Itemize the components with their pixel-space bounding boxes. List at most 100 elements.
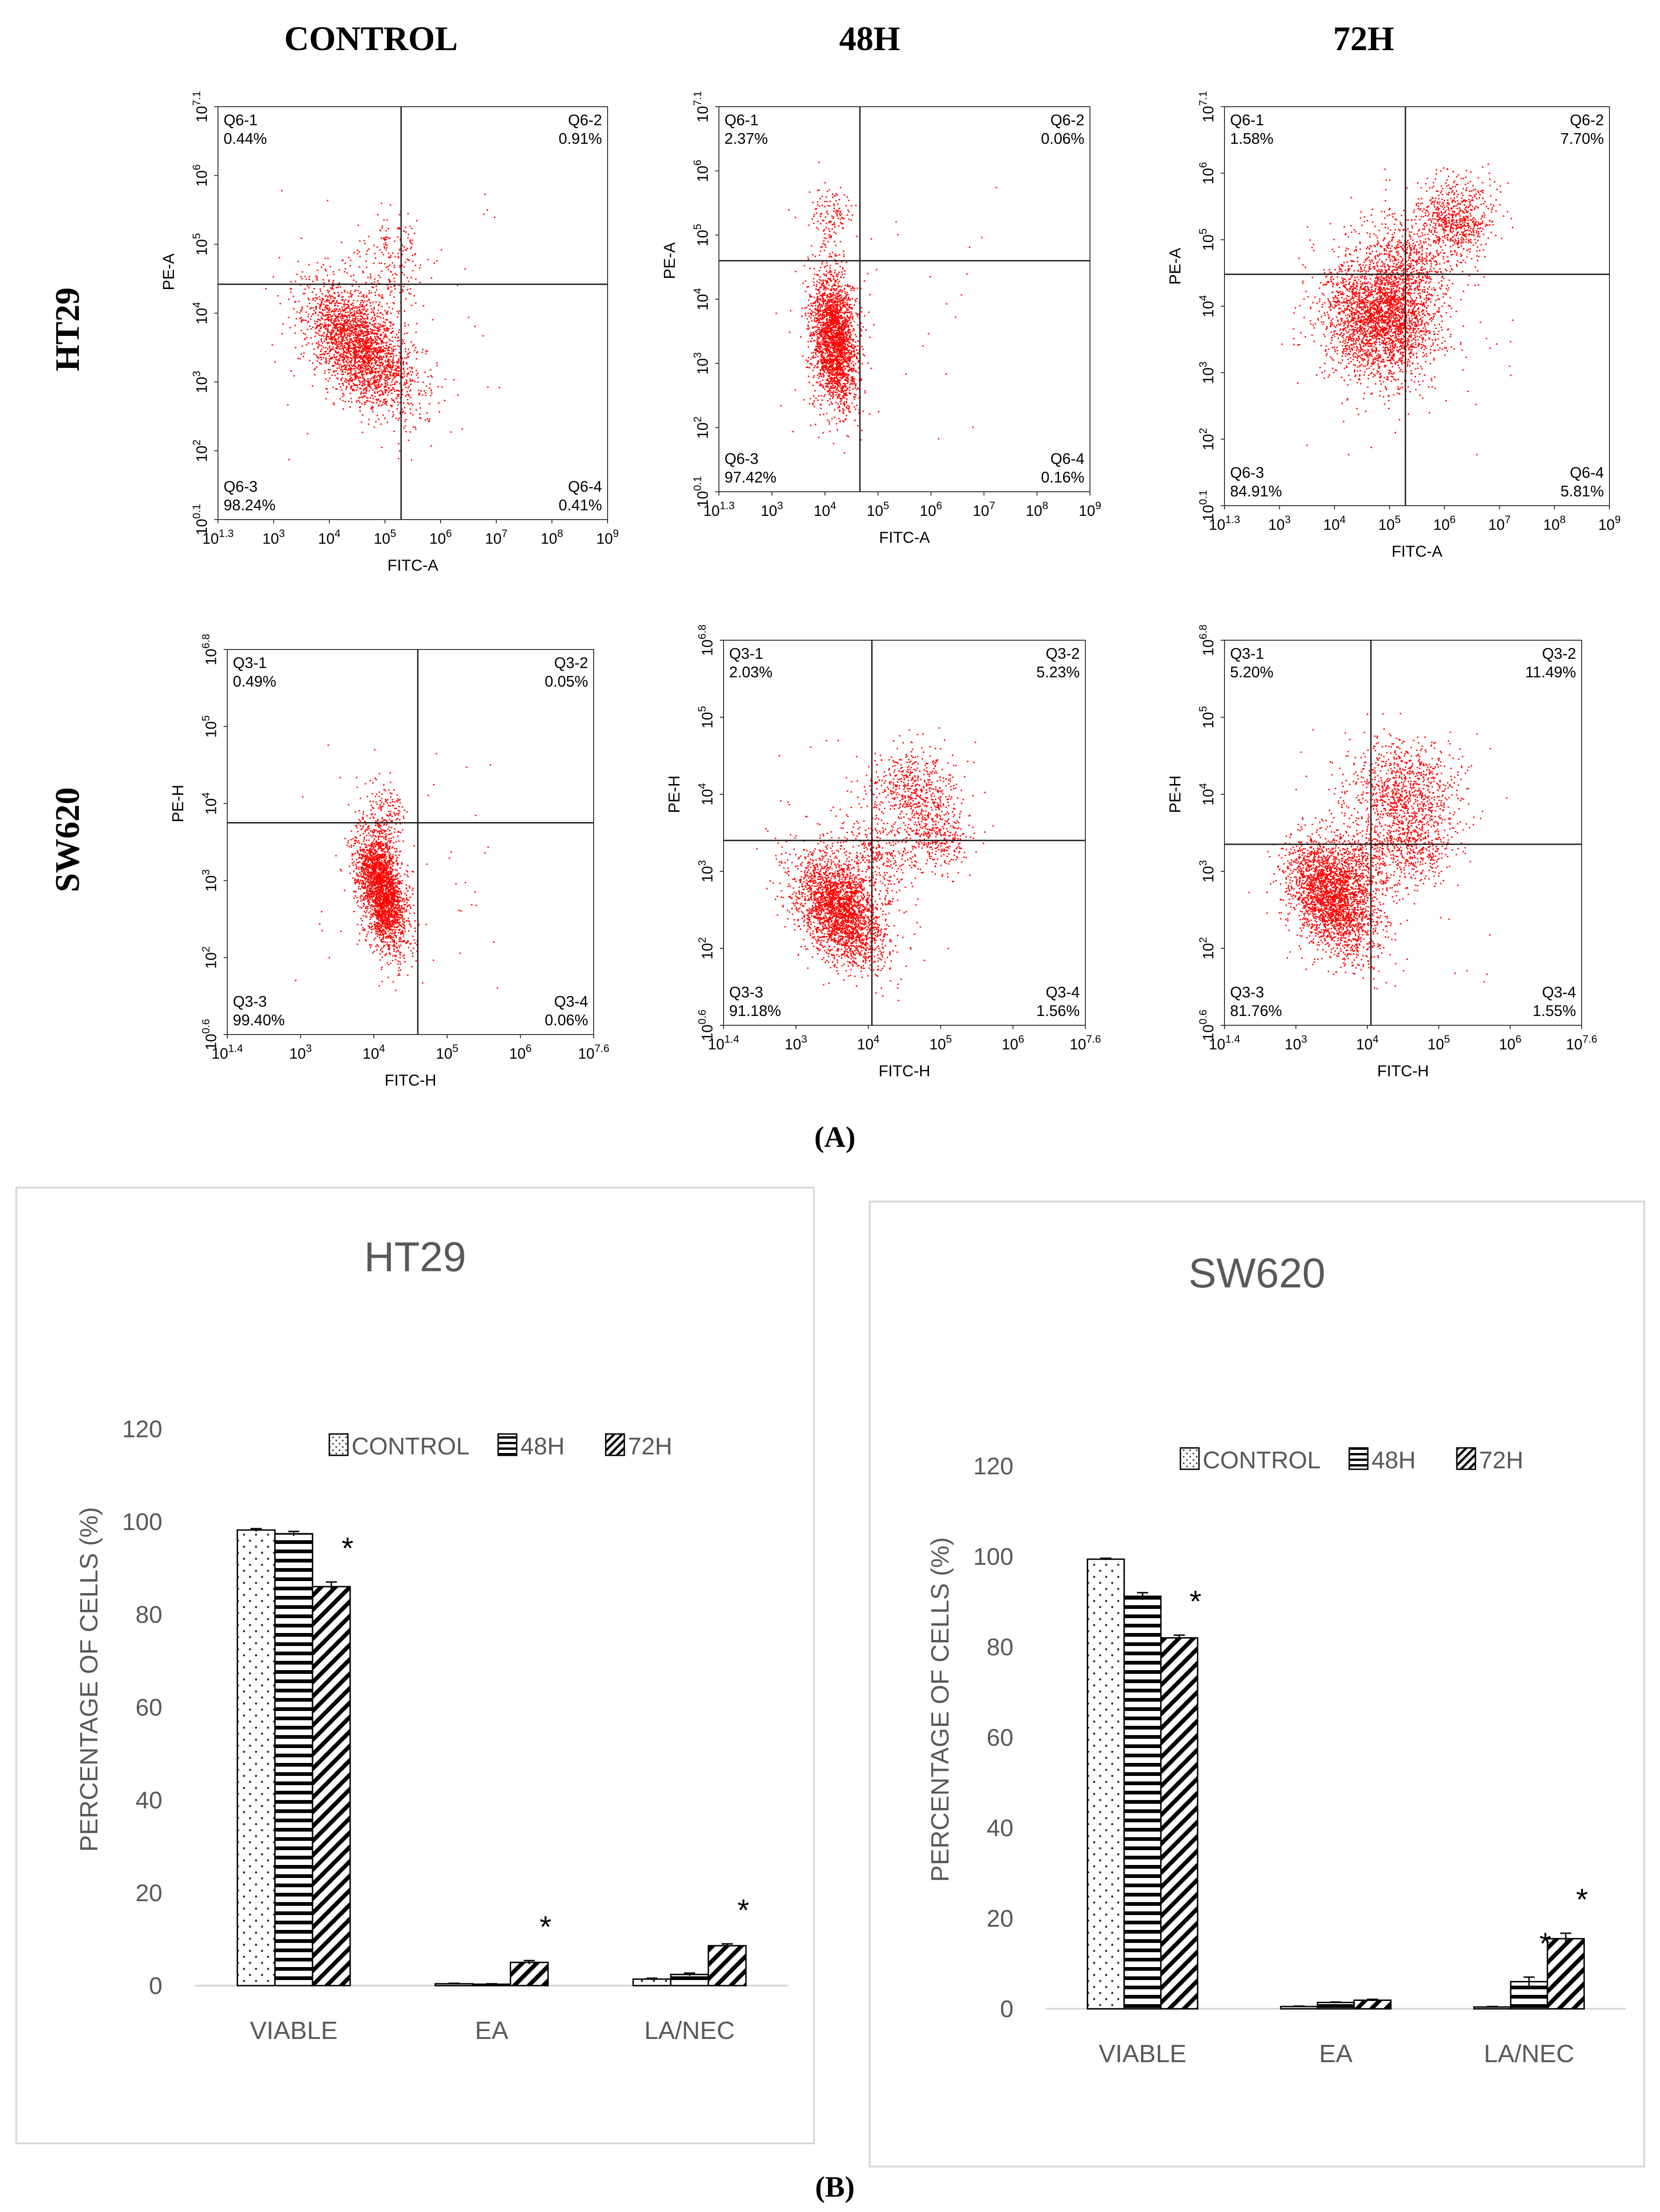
y-tick-label: 106.8 xyxy=(696,624,716,656)
y-tick-label: 104 xyxy=(692,288,711,311)
bar-control-la-nec xyxy=(632,1978,672,1987)
x-tick-label: 109 xyxy=(1598,514,1621,533)
y-tick-label: 102 xyxy=(692,416,711,438)
significance-marker: * xyxy=(1576,1882,1588,1916)
flow-plot-frame xyxy=(227,649,594,1035)
y-tick-label: 105 xyxy=(696,706,716,728)
x-tick-label: 103 xyxy=(761,500,783,519)
y-tick-label: 105 xyxy=(692,224,711,246)
legend-swatch-72h xyxy=(1456,1447,1476,1470)
x-category-label: EA xyxy=(475,2017,508,2045)
y-tick-label: 80 xyxy=(987,1634,1013,1661)
y-tick-label: 100 xyxy=(973,1543,1013,1570)
quadrant-percentage: 1.55% xyxy=(1532,1002,1576,1019)
quadrant-percentage: 1.58% xyxy=(1230,130,1274,147)
significance-marker: * xyxy=(1539,1926,1551,1961)
quadrant-name: Q3-3 xyxy=(729,984,763,1001)
quadrant-percentage: 81.76% xyxy=(1230,1002,1282,1019)
bar-72h-viable xyxy=(312,1586,351,1987)
x-axis-label: FITC-A xyxy=(387,557,438,574)
x-tick-label: 109 xyxy=(1079,500,1101,519)
y-tick-label: 102 xyxy=(200,946,219,969)
bar-control-viable xyxy=(1087,1558,1125,2010)
x-category-label: LA/NEC xyxy=(644,2017,735,2045)
flow-plot-ht29-72h: Q6-11.58% Q6-27.70% Q6-384.91% Q6-45.81% 101… xyxy=(1166,91,1621,560)
flow-plot-events xyxy=(265,190,500,461)
bar-chart-ht29: HT29 0 20 40 60 80 100 120 PERCENTAGE OF CELLS (… xyxy=(15,1187,815,2144)
chart-panel-frame xyxy=(15,1187,815,2144)
y-tick-label: 0 xyxy=(1000,1996,1013,2023)
quadrant-percentage: 2.03% xyxy=(729,663,773,681)
bar-48h-viable xyxy=(274,1533,314,1987)
x-tick-label: 105 xyxy=(436,1042,458,1062)
x-tick-label: 106 xyxy=(509,1042,532,1062)
flow-plot-sw620-72h: Q3-15.20% Q3-211.49% Q3-381.76% Q3-41.55% 10… xyxy=(1166,624,1597,1080)
quadrant-percentage: 0.06% xyxy=(545,1011,588,1029)
bar-72h-viable xyxy=(1160,1637,1199,2010)
quadrant-name: Q6-3 xyxy=(724,450,758,467)
quadrant-percentage: 0.49% xyxy=(233,673,276,690)
x-tick-label: 101.3 xyxy=(202,527,234,547)
y-tick-label: 107.1 xyxy=(692,91,711,122)
legend-label: 72H xyxy=(1479,1447,1523,1474)
x-tick-label: 105 xyxy=(867,500,889,519)
x-axis-label: FITC-H xyxy=(385,1072,436,1089)
flow-plot-frame xyxy=(218,106,608,520)
quadrant-name: Q6-2 xyxy=(568,111,602,129)
y-tick-label: 104 xyxy=(1197,783,1217,806)
x-tick-label: 101.4 xyxy=(1209,1033,1240,1053)
quadrant-percentage: 99.40% xyxy=(233,1011,285,1029)
flow-plot-sw620-48h: Q3-12.03% Q3-25.23% Q3-391.18% Q3-41.56% 101… xyxy=(666,624,1101,1080)
flow-plot-events xyxy=(776,161,997,454)
y-tick-label: 105 xyxy=(200,715,219,738)
legend-label: 72H xyxy=(628,1433,672,1460)
y-axis-label: PE-H xyxy=(1166,775,1184,813)
quadrant-percentage: 7.70% xyxy=(1560,130,1604,147)
y-axis-label: PERCENTAGE OF CELLS (%) xyxy=(75,1507,103,1852)
legend-swatch-control xyxy=(328,1433,349,1456)
quadrant-percentage: 97.42% xyxy=(724,469,776,486)
x-tick-label: 105 xyxy=(1378,514,1401,533)
quadrant-percentage: 84.91% xyxy=(1230,482,1282,500)
significance-marker: * xyxy=(342,1531,354,1565)
x-axis-label: FITC-A xyxy=(879,529,930,547)
flow-plot-events xyxy=(295,744,499,991)
x-tick-label: 104 xyxy=(363,1042,385,1062)
y-tick-label: 100.6 xyxy=(200,1019,219,1050)
x-tick-label: 107.6 xyxy=(1566,1033,1597,1053)
quadrant-name: Q3-4 xyxy=(554,993,588,1010)
column-header-48h: 48H xyxy=(839,20,900,58)
y-tick-label: 103 xyxy=(1197,361,1217,384)
significance-marker: * xyxy=(539,1910,551,1944)
x-tick-label: 104 xyxy=(1323,514,1346,533)
x-tick-label: 105 xyxy=(1428,1033,1450,1053)
y-tick-label: 20 xyxy=(987,1905,1013,1932)
x-tick-label: 105 xyxy=(374,527,396,547)
bar-control-viable xyxy=(237,1529,276,1987)
x-axis-label: FITC-H xyxy=(878,1062,930,1080)
x-tick-label: 108 xyxy=(541,527,563,547)
quadrant-percentage: 1.56% xyxy=(1036,1002,1080,1019)
bar-72h-la-nec xyxy=(1546,1938,1585,2010)
quadrant-name: Q3-3 xyxy=(233,993,267,1010)
quadrant-percentage: 0.06% xyxy=(1041,130,1084,147)
quadrant-percentage: 0.44% xyxy=(224,130,267,147)
y-tick-label: 40 xyxy=(987,1815,1013,1842)
y-axis-label: PE-A xyxy=(661,242,679,279)
x-axis-label: FITC-H xyxy=(1377,1062,1429,1080)
quadrant-name: Q6-1 xyxy=(224,111,257,129)
chart-legend: CONTROL 48H 72H xyxy=(328,1433,672,1460)
chart-legend: CONTROL 48H 72H xyxy=(1179,1447,1523,1474)
legend-label: 48H xyxy=(520,1433,564,1460)
x-tick-label: 107 xyxy=(973,500,995,519)
x-category-label: VIABLE xyxy=(250,2017,338,2045)
legend-swatch-48h xyxy=(1348,1447,1369,1470)
quadrant-percentage: 0.91% xyxy=(558,130,602,147)
quadrant-name: Q6-3 xyxy=(1230,464,1264,481)
x-tick-label: 103 xyxy=(289,1042,312,1062)
x-tick-label: 106 xyxy=(920,500,942,519)
y-tick-label: 100.1 xyxy=(692,476,711,508)
y-tick-label: 106 xyxy=(1197,162,1217,184)
y-tick-label: 102 xyxy=(191,439,210,462)
